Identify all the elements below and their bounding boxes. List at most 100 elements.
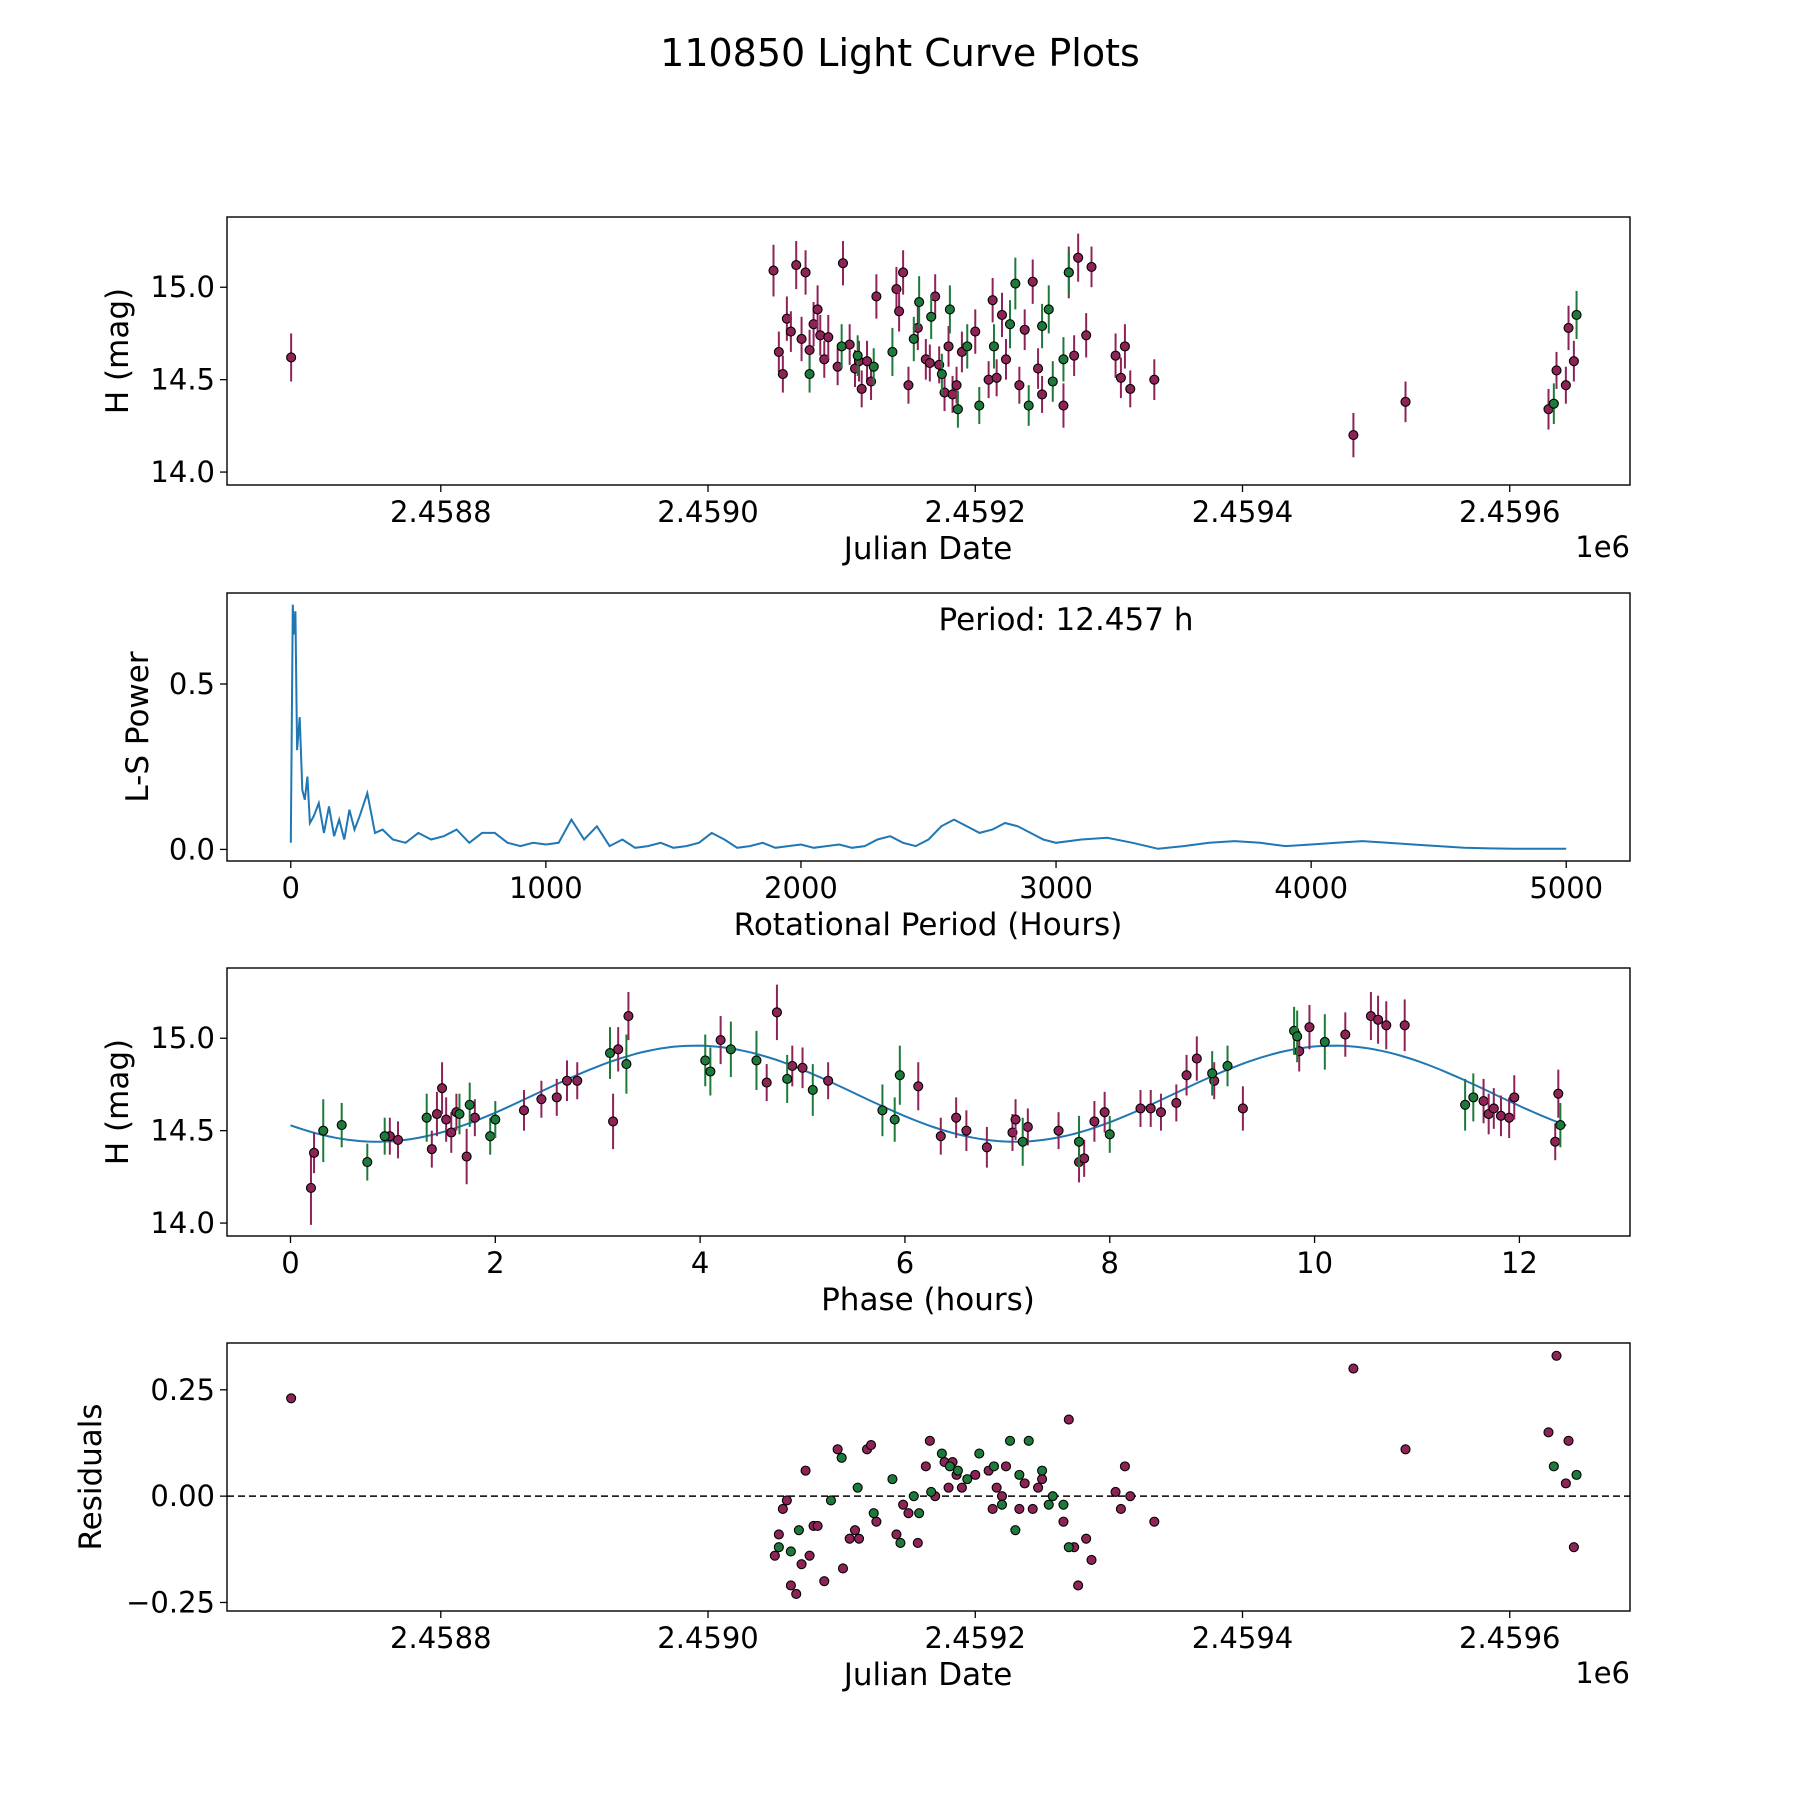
light-curve-point xyxy=(800,267,811,278)
light-curve-y-tick-label: 14.5 xyxy=(150,363,215,397)
residuals-x-tick-label: 2.4594 xyxy=(1192,1621,1293,1655)
light-curve-point xyxy=(1037,389,1048,400)
phase-folded-point xyxy=(536,1094,547,1105)
residuals-y-tick-label: 0.25 xyxy=(150,1373,215,1407)
residuals-point xyxy=(1004,1435,1016,1446)
light-curve-point xyxy=(1027,276,1038,287)
light-curve-point xyxy=(1563,322,1574,333)
residuals-point xyxy=(773,1542,784,1553)
phase-folded-point xyxy=(1222,1060,1233,1072)
light-curve-point xyxy=(962,341,973,352)
light-curve-x-label: Julian Date xyxy=(842,531,1013,567)
light-curve-point xyxy=(1400,396,1411,407)
light-curve-point xyxy=(914,296,925,308)
light-curve-point xyxy=(952,404,963,415)
light-curve-x-tick-label: 2.4594 xyxy=(1192,495,1293,529)
phase-folded-point xyxy=(935,1131,946,1142)
phase-folded-panel: Phase (hours) H (mag) 0 2 4 6 8 10 12 14.0 14.5 1… xyxy=(100,967,1631,1318)
light-curve-point xyxy=(1004,319,1016,330)
phase-folded-point xyxy=(1294,1046,1305,1057)
residuals-y-tick-label: −0.25 xyxy=(126,1585,215,1619)
residuals-point xyxy=(865,1440,877,1451)
periodogram-x-tick-label: 5000 xyxy=(1529,871,1603,905)
light-curve-point xyxy=(823,332,834,343)
phase-folded-point xyxy=(894,1070,905,1081)
light-curve-x-tick-label: 2.4590 xyxy=(657,495,758,529)
periodogram-x-tick-label: 4000 xyxy=(1274,871,1348,905)
phase-folded-point xyxy=(705,1066,716,1077)
residuals-point xyxy=(785,1580,796,1591)
residuals-point xyxy=(952,1465,963,1476)
phase-folded-x-tick-label: 12 xyxy=(1501,1246,1538,1280)
phase-folded-point xyxy=(1460,1099,1471,1110)
phase-folded-point xyxy=(421,1112,432,1123)
phase-folded-point xyxy=(1292,1031,1303,1042)
phase-folded-point xyxy=(1504,1112,1515,1123)
light-curve-point xyxy=(812,304,823,315)
periodogram-plot-area xyxy=(289,604,1567,850)
phase-folded-point xyxy=(1495,1110,1507,1121)
light-curve-point xyxy=(768,265,779,276)
periodogram-x-tick-label: 0 xyxy=(282,871,300,905)
phase-folded-point xyxy=(1191,1053,1202,1064)
phase-folded-x-tick-label: 2 xyxy=(486,1246,504,1280)
residuals-point xyxy=(996,1499,1008,1510)
phase-folded-point xyxy=(1207,1068,1218,1079)
residuals-point xyxy=(987,1503,998,1514)
phase-folded-point xyxy=(1073,1136,1085,1147)
phase-folded-point xyxy=(518,1105,530,1116)
phase-folded-point xyxy=(379,1131,390,1142)
phase-folded-point xyxy=(336,1120,347,1131)
light-curve-y-label: H (mag) xyxy=(100,288,136,414)
residuals-x-tick-label: 2.4596 xyxy=(1459,1621,1560,1655)
phase-folded-point xyxy=(1099,1107,1110,1118)
light-curve-point xyxy=(1063,267,1074,278)
residuals-point xyxy=(1073,1580,1084,1591)
phase-folded-point xyxy=(961,1125,972,1136)
light-curve-point xyxy=(908,333,919,345)
periodogram-y-label: L-S Power xyxy=(120,651,156,802)
light-curve-point xyxy=(804,345,815,356)
phase-folded-point xyxy=(446,1127,457,1138)
residuals-point xyxy=(1400,1444,1411,1455)
residuals-point xyxy=(924,1435,935,1446)
phase-folded-point xyxy=(715,1035,726,1046)
light-curve-point xyxy=(1551,365,1562,376)
phase-folded-point xyxy=(441,1114,452,1125)
residuals-point xyxy=(837,1563,849,1574)
light-curve-point xyxy=(1014,380,1025,391)
phase-folded-point xyxy=(1104,1129,1115,1140)
residuals-point xyxy=(793,1525,804,1536)
phase-folded-point xyxy=(551,1092,562,1103)
light-curve-point xyxy=(974,400,985,411)
phase-folded-point xyxy=(787,1060,798,1072)
residuals-point xyxy=(943,1482,954,1493)
residuals-point xyxy=(871,1516,882,1527)
residuals-point xyxy=(1119,1461,1130,1472)
residuals-point xyxy=(936,1448,947,1459)
figure-title: 110850 Light Curve Plots xyxy=(660,31,1140,75)
residuals-point xyxy=(962,1474,973,1485)
residuals-point xyxy=(819,1576,830,1587)
residuals-point xyxy=(1125,1491,1136,1502)
phase-folded-x-label: Phase (hours) xyxy=(821,1282,1035,1318)
phase-folded-point xyxy=(1340,1029,1351,1040)
residuals-point xyxy=(1063,1542,1074,1553)
phase-folded-point xyxy=(431,1108,442,1120)
phase-folded-point xyxy=(725,1044,736,1055)
residuals-point xyxy=(825,1495,837,1506)
residuals-point xyxy=(926,1486,937,1497)
residuals-point xyxy=(868,1508,879,1519)
residuals-point xyxy=(781,1495,792,1506)
light-curve-point xyxy=(1033,363,1044,374)
residuals-x-offset: 1e6 xyxy=(1575,1656,1630,1690)
phase-folded-point xyxy=(1089,1116,1100,1127)
light-curve-point xyxy=(988,341,1000,352)
phase-folded-point xyxy=(1171,1097,1182,1108)
periodogram-frame xyxy=(226,592,1631,862)
residuals-point xyxy=(898,1499,909,1510)
phase-folded-point xyxy=(1145,1103,1156,1114)
phase-folded-point xyxy=(308,1147,320,1158)
residuals-point xyxy=(1037,1465,1048,1476)
residuals-point xyxy=(812,1520,823,1531)
